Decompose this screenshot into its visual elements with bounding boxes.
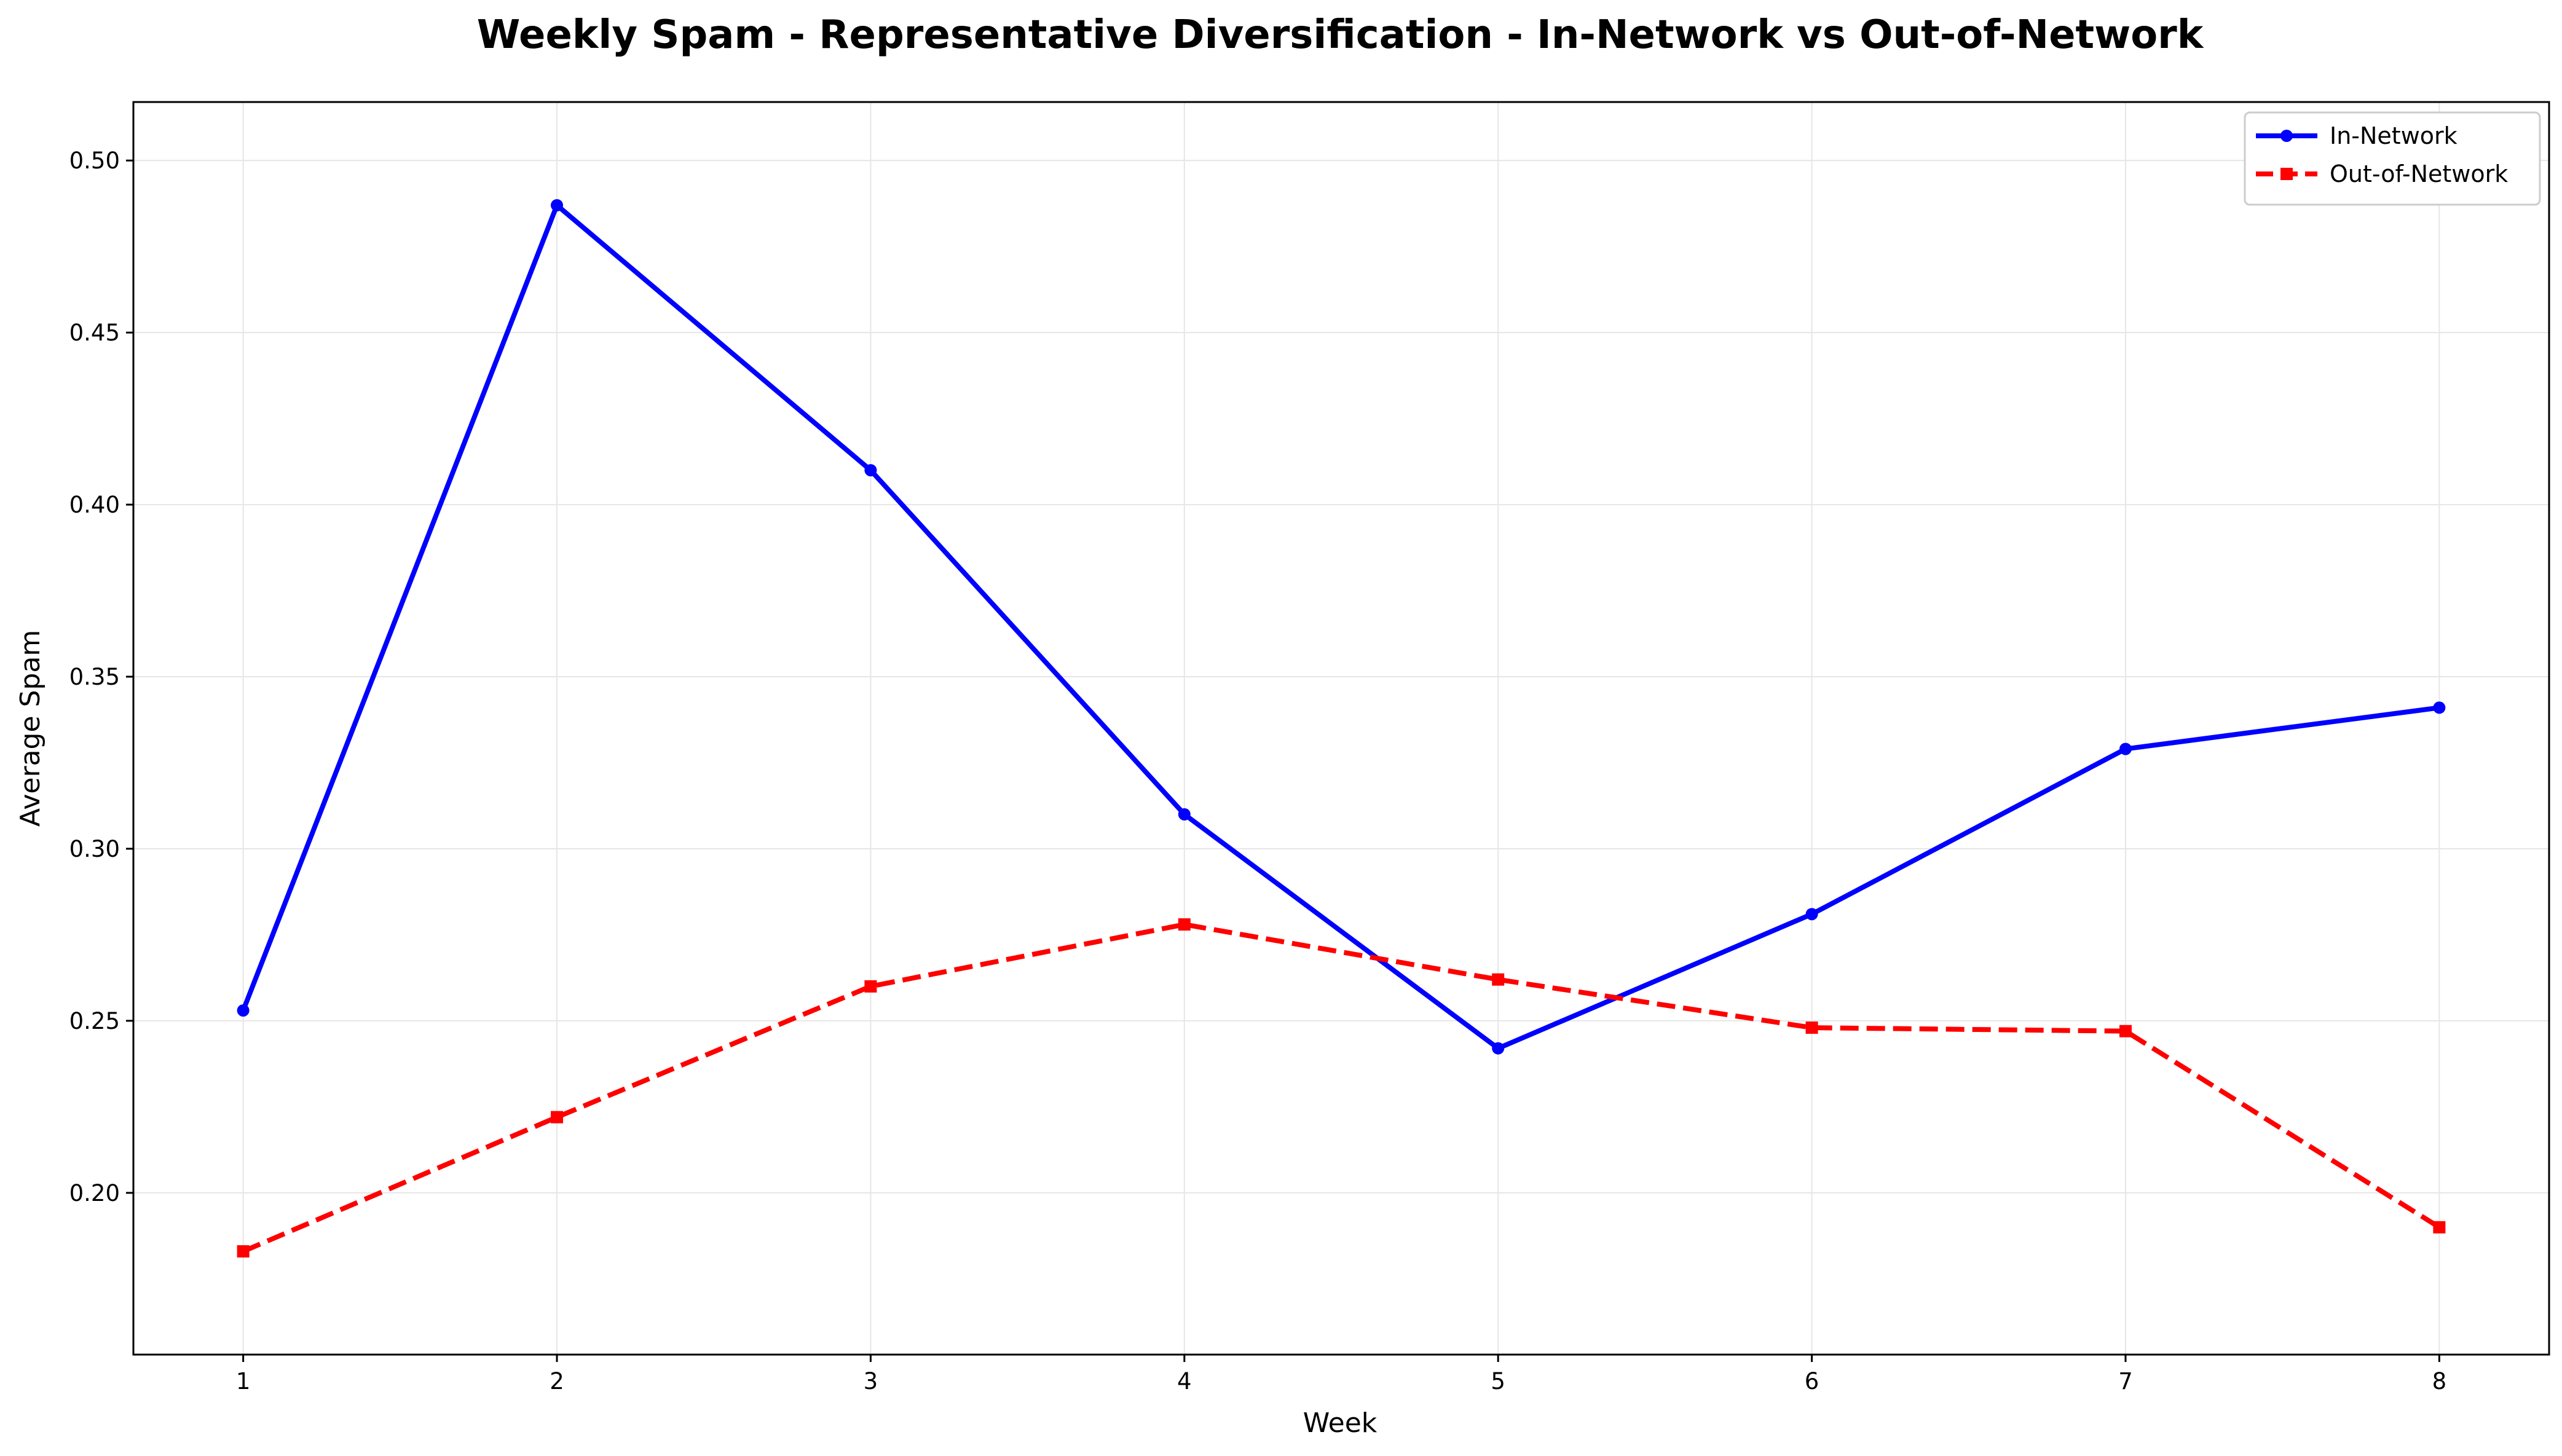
y-tick-label: 0.45: [69, 320, 120, 346]
data-point-in-network: [2119, 742, 2132, 755]
x-tick-label: 1: [236, 1368, 251, 1395]
y-tick-label: 0.35: [69, 664, 120, 690]
legend-marker-in-network: [2280, 130, 2293, 142]
y-tick-label: 0.30: [69, 836, 120, 862]
data-point-out-of-network: [2119, 1025, 2132, 1037]
data-point-in-network: [237, 1004, 250, 1017]
x-tick-label: 8: [2432, 1368, 2447, 1395]
y-tick-label: 0.50: [69, 148, 120, 174]
x-axis-ticks: 1 2 3 4 5 6 7 8: [236, 1355, 2446, 1395]
data-point-out-of-network: [2433, 1221, 2446, 1234]
legend-marker-out-of-network: [2280, 168, 2293, 180]
y-tick-label: 0.25: [69, 1008, 120, 1034]
y-axis-label: Average Spam: [15, 630, 46, 827]
legend-box: [2244, 111, 2541, 206]
x-tick-label: 7: [2118, 1368, 2133, 1395]
x-tick-label: 6: [1805, 1368, 1819, 1395]
chart-title: Weekly Spam - Representative Diversifica…: [477, 12, 2204, 58]
x-tick-label: 5: [1491, 1368, 1505, 1395]
x-tick-label: 3: [864, 1368, 878, 1395]
series-line-in-network: [240, 202, 2440, 1051]
plot-area-frame: [132, 101, 2550, 1356]
y-tick-label: 0.40: [69, 492, 120, 518]
legend-label-out-of-network: Out-of-Network: [2330, 160, 2508, 187]
grid: [133, 102, 2549, 1355]
data-point-out-of-network: [864, 980, 877, 993]
x-tick-label: 4: [1177, 1368, 1192, 1395]
data-point-in-network: [1805, 908, 1818, 921]
data-point-out-of-network: [1492, 973, 1505, 986]
legend: In-Network Out-of-Network: [2244, 111, 2541, 206]
data-point-in-network: [1178, 808, 1191, 820]
data-point-out-of-network: [1178, 918, 1191, 931]
data-point-in-network: [2433, 701, 2446, 714]
data-point-in-network: [551, 199, 564, 211]
series-line-out-of-network: [242, 922, 2441, 1254]
data-point-in-network: [864, 464, 877, 477]
data-point-out-of-network: [237, 1245, 250, 1258]
data-point-out-of-network: [1805, 1021, 1818, 1034]
data-point-in-network: [1492, 1042, 1505, 1055]
x-tick-label: 2: [550, 1368, 564, 1395]
y-axis-ticks: 0.20 0.25 0.30 0.35 0.40 0.45 0.50: [69, 148, 133, 1206]
x-axis-label: Week: [1303, 1407, 1378, 1439]
data-point-out-of-network: [551, 1111, 564, 1123]
legend-label-in-network: In-Network: [2330, 122, 2458, 149]
series-lines: [237, 199, 2446, 1258]
y-tick-label: 0.20: [69, 1180, 120, 1206]
